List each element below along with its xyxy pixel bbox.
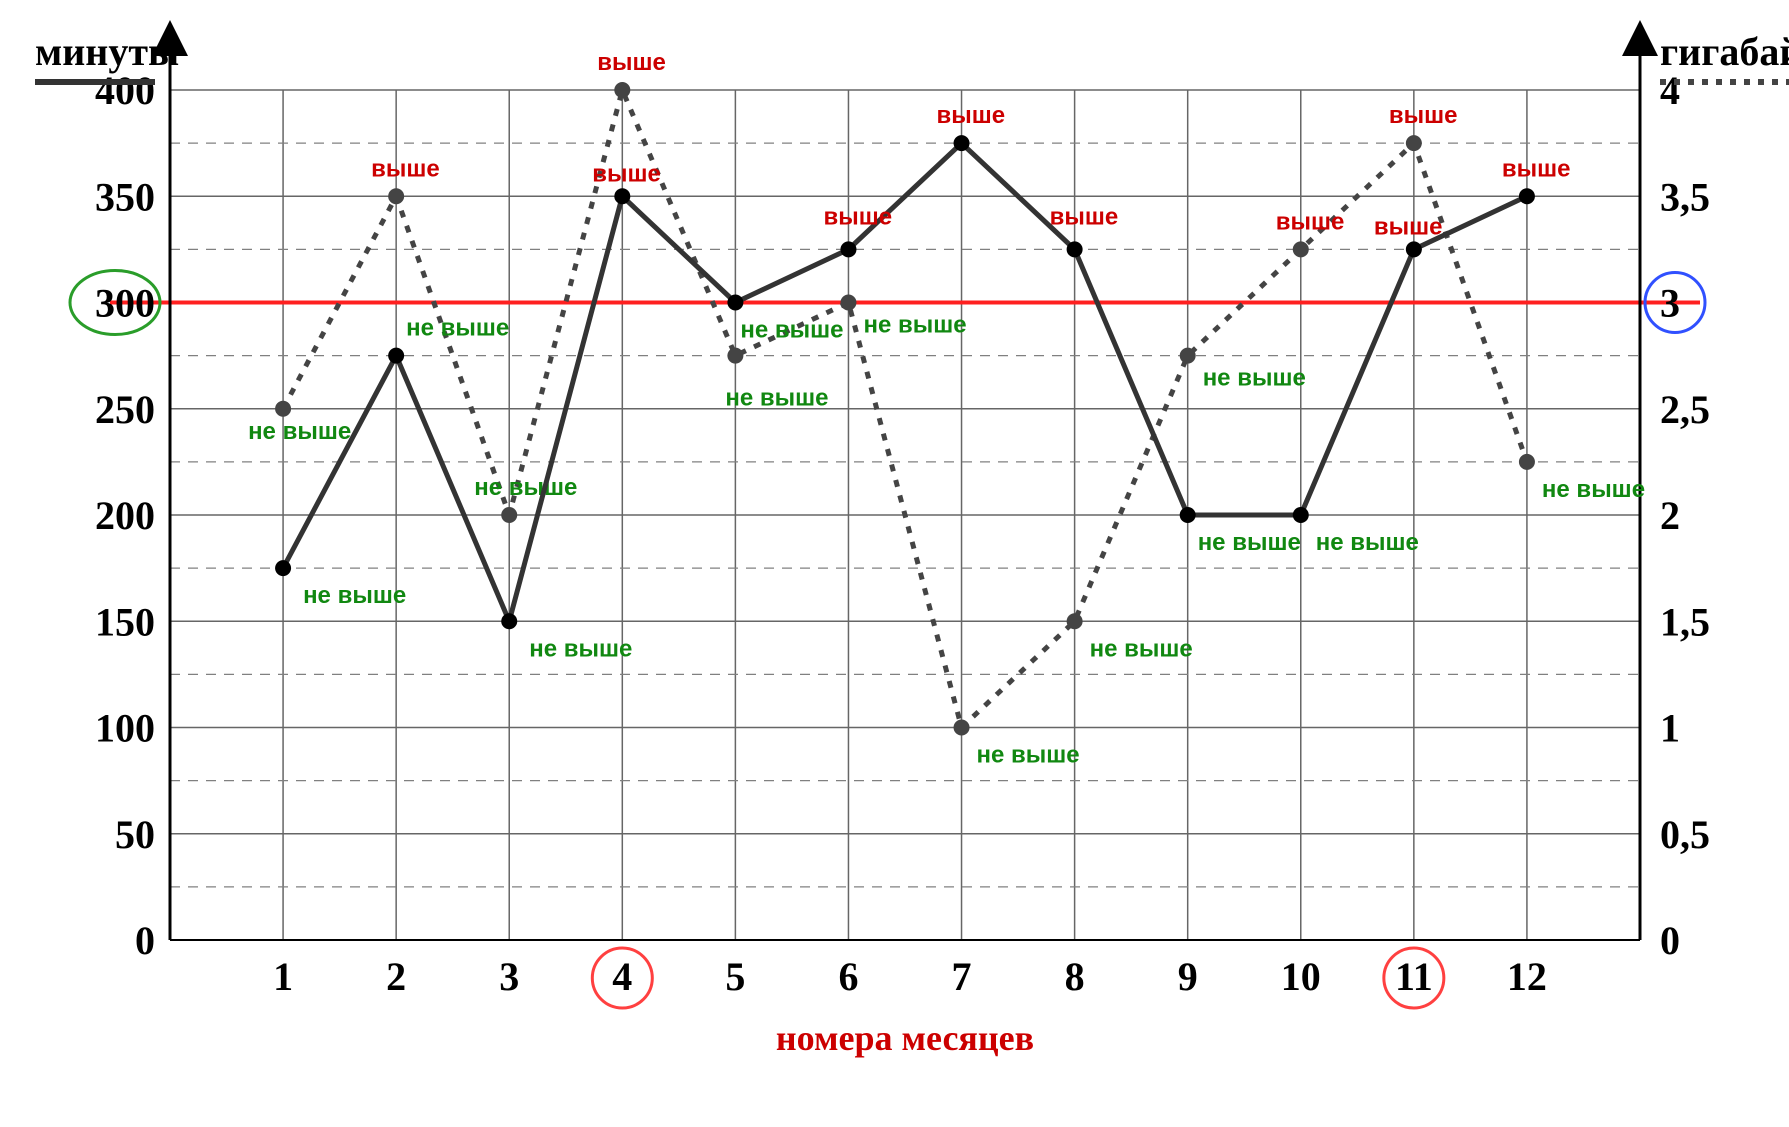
x-tick: 6 <box>838 954 858 999</box>
series-gb-annotation: не выше <box>1203 365 1306 392</box>
y-right-title: гигабайты <box>1660 29 1789 74</box>
x-tick: 1 <box>273 954 293 999</box>
y-right-tick: 1,5 <box>1660 599 1710 644</box>
y-right-tick: 3,5 <box>1660 174 1710 219</box>
series-minutes-marker <box>840 241 856 257</box>
series-minutes-marker <box>1406 241 1422 257</box>
series-gb-annotation: не выше <box>474 474 577 501</box>
y-right-tick: 1 <box>1660 706 1680 751</box>
y-left-tick: 300 <box>95 281 155 326</box>
series-minutes-marker <box>614 188 630 204</box>
series-minutes-marker <box>1519 188 1535 204</box>
y-left-tick: 0 <box>135 918 155 963</box>
y-right-tick: 0 <box>1660 918 1680 963</box>
series-gb-marker <box>275 401 291 417</box>
x-tick: 3 <box>499 954 519 999</box>
series-minutes-annotation: выше <box>1050 203 1119 230</box>
y-left-tick: 50 <box>115 812 155 857</box>
series-minutes-annotation: не выше <box>740 317 843 344</box>
y-right-tick: 3 <box>1660 281 1680 326</box>
x-tick: 11 <box>1395 954 1433 999</box>
series-gb-annotation: выше <box>597 49 666 76</box>
series-gb-marker <box>501 507 517 523</box>
y-left-tick: 200 <box>95 493 155 538</box>
series-minutes-marker <box>1180 507 1196 523</box>
series-gb-annotation: выше <box>1276 208 1345 235</box>
series-gb-marker <box>1519 454 1535 470</box>
x-tick: 9 <box>1178 954 1198 999</box>
series-gb-marker <box>954 720 970 736</box>
series-minutes-marker <box>1067 241 1083 257</box>
chart-container: 0 50 100 150 200 250 300 350 400 0 0,5 1 1,5 2 2,5 3 3,5… <box>20 20 1789 1107</box>
series-minutes-annotation: не выше <box>303 582 406 609</box>
x-tick: 7 <box>952 954 972 999</box>
series-minutes-marker <box>388 348 404 364</box>
x-tick: 8 <box>1065 954 1085 999</box>
series-gb-annotation: не выше <box>863 312 966 339</box>
y-left-tick: 250 <box>95 387 155 432</box>
series-minutes-annotation: выше <box>1502 155 1571 182</box>
chart-svg: 0 50 100 150 200 250 300 350 400 0 0,5 1 1,5 2 2,5 3 3,5… <box>20 20 1789 1107</box>
series-gb-marker <box>1406 135 1422 151</box>
x-tick: 4 <box>612 954 632 999</box>
x-tick: 12 <box>1507 954 1547 999</box>
series-gb-annotation: не выше <box>1090 635 1193 662</box>
series-gb-marker <box>1180 348 1196 364</box>
series-gb-marker <box>840 295 856 311</box>
series-minutes-annotation: не выше <box>529 635 632 662</box>
series-minutes-annotation: не выше <box>1316 529 1419 556</box>
series-gb-marker <box>388 188 404 204</box>
series-minutes-annotation: выше <box>937 102 1006 129</box>
y-right-tick: 0,5 <box>1660 812 1710 857</box>
series-gb-annotation: не выше <box>977 742 1080 769</box>
series-minutes-annotation: не выше <box>1198 529 1301 556</box>
series-gb-marker <box>727 348 743 364</box>
series-minutes-annotation: выше <box>592 160 661 187</box>
series-gb-annotation: не выше <box>1542 476 1645 503</box>
series-gb-annotation: выше <box>1389 102 1458 129</box>
x-title: номера месяцев <box>776 1018 1034 1058</box>
series-minutes-annotation: не выше <box>406 315 509 342</box>
y-left-tick: 150 <box>95 599 155 644</box>
y-left-tick: 350 <box>95 174 155 219</box>
y-left-tick: 400 <box>95 68 155 113</box>
series-minutes-marker <box>1293 507 1309 523</box>
series-gb-annotation: не выше <box>248 418 351 445</box>
x-tick: 10 <box>1281 954 1321 999</box>
series-minutes-annotation: выше <box>1374 213 1443 240</box>
y-left-tick: 100 <box>95 706 155 751</box>
series-minutes-marker <box>727 295 743 311</box>
series-minutes-marker <box>954 135 970 151</box>
series-minutes-marker <box>501 613 517 629</box>
series-gb-annotation: выше <box>371 155 440 182</box>
series-gb-marker <box>614 82 630 98</box>
y-right-tick: 2,5 <box>1660 387 1710 432</box>
series-gb-annotation: не выше <box>725 385 828 412</box>
x-tick: 2 <box>386 954 406 999</box>
series-gb-marker <box>1067 613 1083 629</box>
series-minutes-marker <box>275 560 291 576</box>
series-minutes-annotation: выше <box>823 203 892 230</box>
series-gb-marker <box>1293 241 1309 257</box>
y-right-tick: 2 <box>1660 493 1680 538</box>
x-tick: 5 <box>725 954 745 999</box>
y-left-title: минуты <box>35 29 179 74</box>
y-right-tick: 4 <box>1660 68 1680 113</box>
